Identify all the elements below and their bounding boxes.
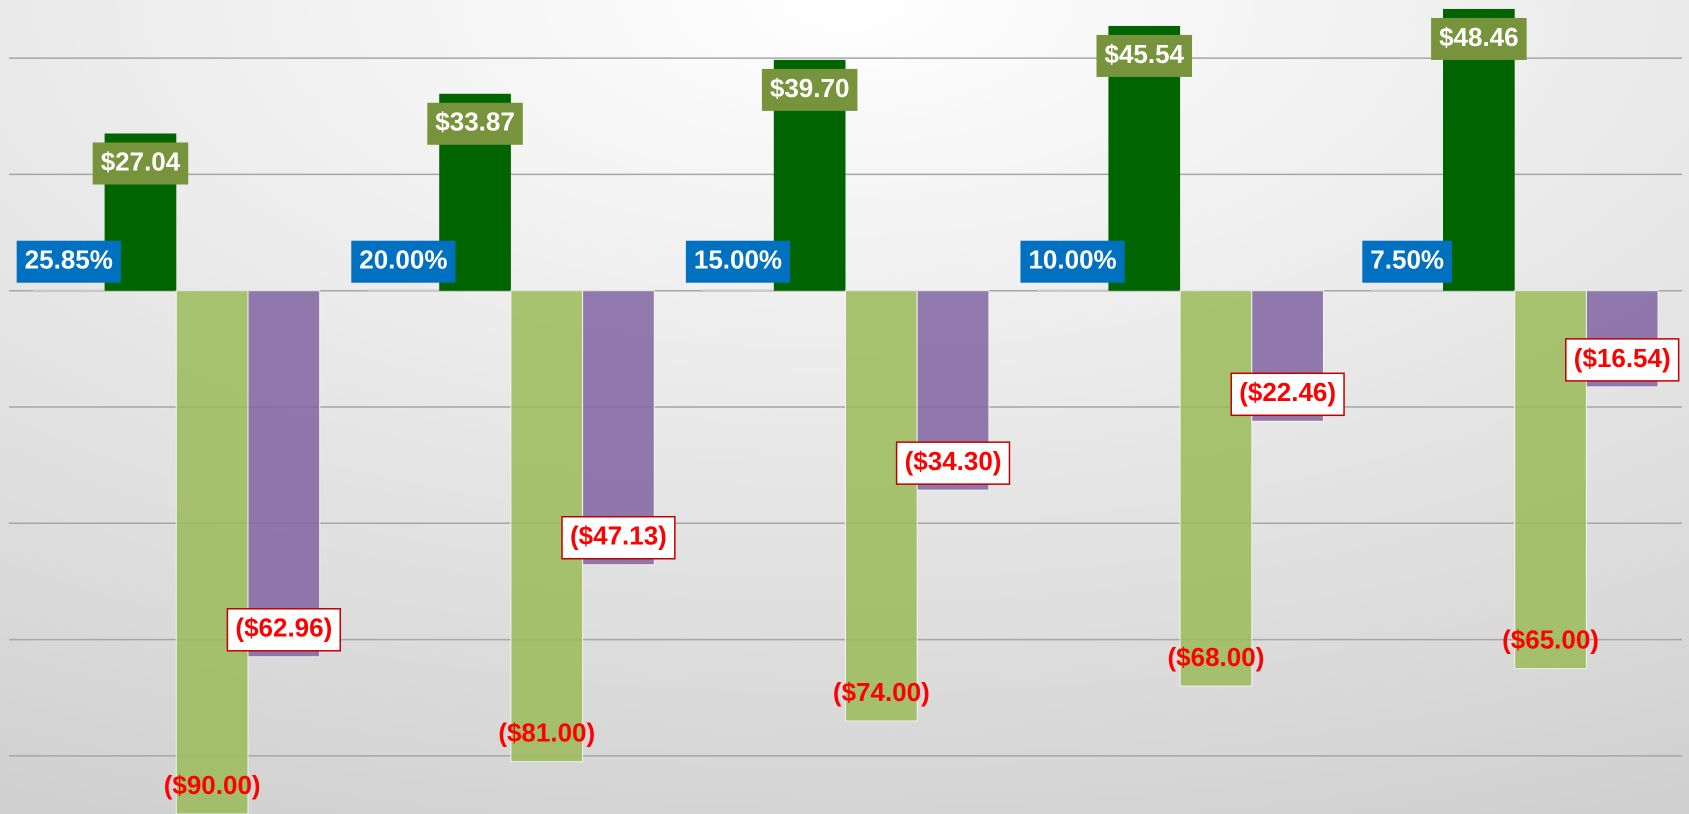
data-label: $39.70 (761, 68, 858, 111)
bar (32, 289, 105, 291)
data-label-box (351, 240, 456, 283)
data-label-text: $27.04 (101, 146, 181, 176)
bar (702, 289, 774, 291)
data-label-text: ($16.54) (1574, 343, 1671, 373)
data-label: ($22.46) (1230, 372, 1345, 417)
data-label: 20.00% (351, 240, 456, 283)
data-label-box (561, 515, 676, 560)
data-label-box (16, 240, 121, 283)
data-label-box (92, 142, 189, 185)
bar (845, 290, 918, 722)
data-label: ($68.00) (1168, 642, 1265, 672)
bar (1371, 289, 1444, 291)
bar (175, 290, 249, 814)
data-label-text: ($68.00) (1168, 642, 1265, 672)
data-label-text: 7.50% (1370, 245, 1444, 275)
bar (1179, 290, 1253, 687)
data-label: ($65.00) (1502, 625, 1599, 655)
data-label-box (1565, 338, 1680, 382)
data-label: ($81.00) (498, 718, 595, 748)
data-label-text: ($74.00) (833, 677, 930, 707)
bar (367, 289, 440, 291)
data-label-box (895, 441, 1011, 485)
data-label-box (1096, 34, 1193, 77)
data-label: $27.04 (92, 142, 189, 185)
data-label: 7.50% (1362, 240, 1453, 283)
data-label-box (1431, 17, 1527, 60)
data-label: $33.87 (427, 102, 523, 145)
data-label: 15.00% (685, 240, 791, 283)
data-label-text: ($81.00) (498, 718, 595, 748)
data-label-text: 20.00% (359, 245, 447, 275)
data-label: $45.54 (1096, 34, 1193, 77)
data-label-text: $39.70 (770, 73, 850, 103)
data-label-text: 10.00% (1028, 245, 1116, 275)
data-label: ($34.30) (895, 441, 1011, 485)
data-label: 25.85% (16, 240, 121, 283)
data-label-box (427, 102, 523, 145)
data-label: 10.00% (1020, 240, 1125, 283)
data-label-text: ($62.96) (235, 613, 332, 643)
data-label-box (1362, 240, 1453, 283)
data-label-box (761, 68, 858, 111)
bar (1036, 289, 1109, 291)
data-label: ($74.00) (833, 677, 930, 707)
data-label-text: 15.00% (694, 245, 782, 275)
data-label: ($47.13) (561, 515, 676, 560)
data-label-box (226, 608, 342, 652)
data-label: ($90.00) (164, 770, 261, 800)
bar (247, 290, 321, 658)
data-label-text: ($90.00) (164, 770, 261, 800)
data-label: $48.46 (1431, 17, 1527, 60)
data-label-box (1230, 372, 1345, 417)
data-label-text: $48.46 (1439, 22, 1519, 52)
data-label-text: ($47.13) (570, 521, 667, 551)
data-label-text: $33.87 (435, 107, 515, 137)
data-label-text: ($34.30) (905, 446, 1002, 476)
data-label: ($16.54) (1565, 338, 1680, 382)
data-label-text: ($65.00) (1502, 625, 1599, 655)
data-label-text: ($22.46) (1239, 377, 1336, 407)
data-label-box (685, 240, 791, 283)
data-label: ($62.96) (226, 608, 342, 652)
data-label-box (1020, 240, 1125, 283)
data-label-text: $45.54 (1104, 39, 1184, 69)
data-label-text: 25.85% (25, 245, 113, 275)
